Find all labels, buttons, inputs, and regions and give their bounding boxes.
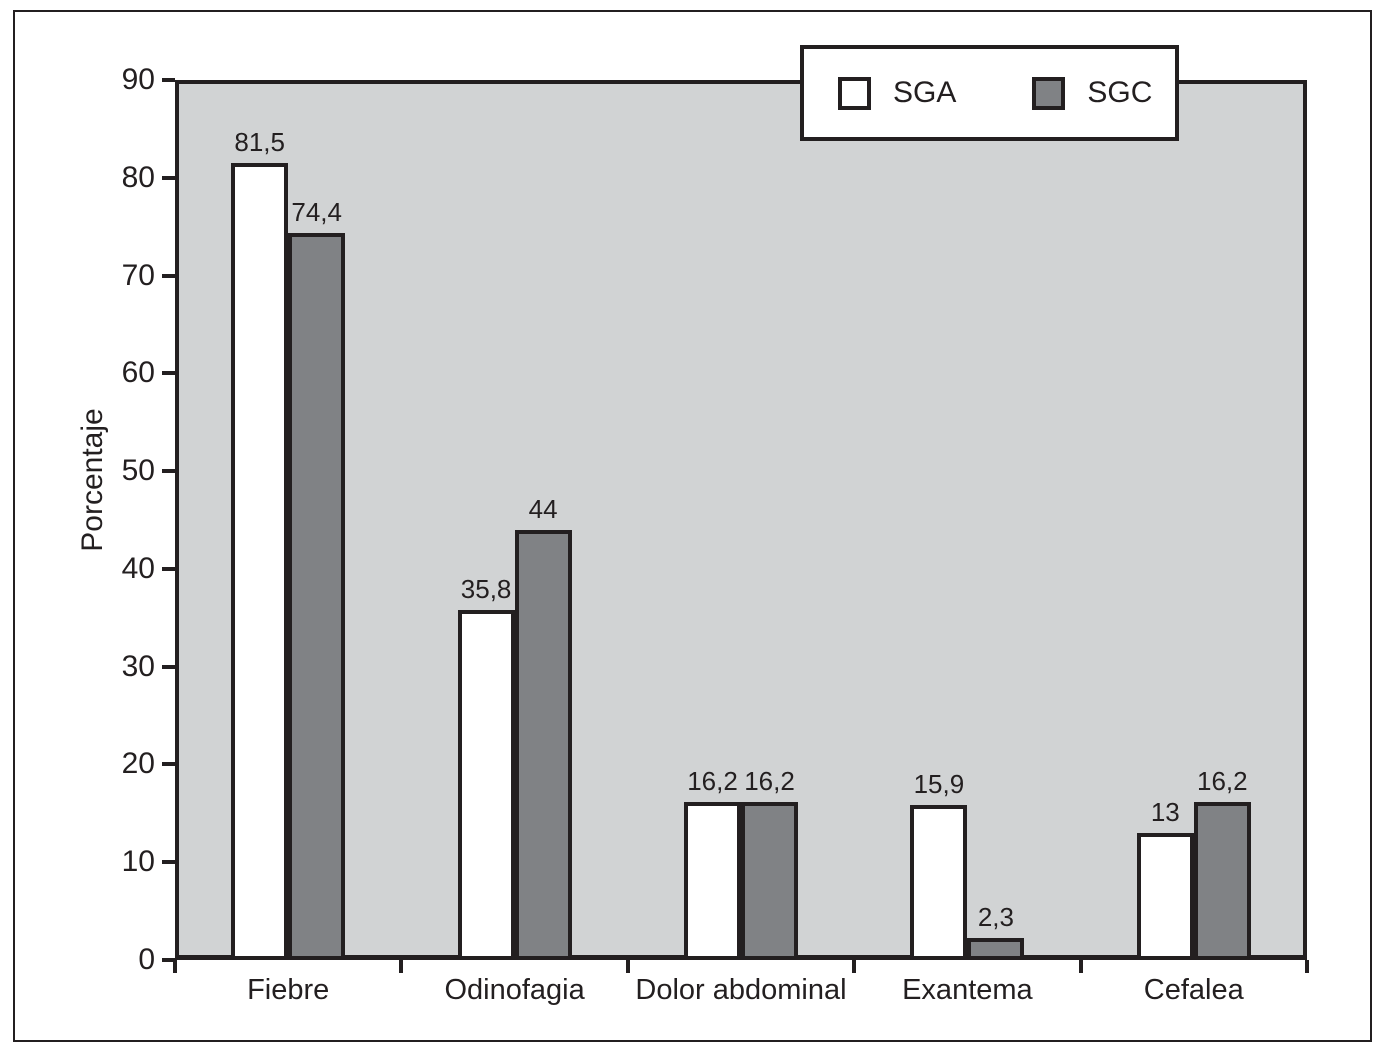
y-axis-tick <box>162 566 175 571</box>
y-axis-tick-label: 40 <box>121 551 155 585</box>
bar-sga-1 <box>457 609 515 960</box>
y-axis-tick <box>162 860 175 865</box>
x-axis-tick <box>1078 960 1083 973</box>
y-axis-tick <box>162 469 175 474</box>
x-axis-tick <box>399 960 404 973</box>
bar-sga-2 <box>684 801 741 960</box>
y-axis-tick <box>162 762 175 767</box>
y-axis-tick <box>162 273 175 278</box>
legend-item-sgc: SGC <box>1032 76 1152 110</box>
value-label-sga-1: 35,8 <box>460 573 512 604</box>
value-label-sgc-4: 16,2 <box>1196 765 1248 796</box>
y-axis-tick <box>162 371 175 376</box>
y-axis-tick-label: 80 <box>121 160 155 194</box>
x-category-label: Exantema <box>902 974 1033 1006</box>
y-axis-tick-label: 90 <box>121 63 155 96</box>
y-axis-tick-label: 10 <box>121 845 155 879</box>
y-axis-tick-label: 0 <box>138 943 155 976</box>
value-label-sga-2: 16,2 <box>687 765 738 796</box>
value-label-sgc-3: 2,3 <box>977 901 1014 932</box>
bar-sgc-4 <box>1193 801 1251 960</box>
value-label-sga-3: 15,9 <box>913 768 965 799</box>
legend-swatch-sga <box>838 76 871 110</box>
y-axis-tick-label: 30 <box>121 649 155 683</box>
x-axis-tick <box>173 960 177 973</box>
value-label-sgc-2: 16,2 <box>744 765 795 796</box>
bar-sga-4 <box>1136 832 1194 960</box>
value-label-sga-0: 81,5 <box>234 127 285 158</box>
bar-sgc-0 <box>288 232 346 960</box>
x-category-label: Fiebre <box>247 974 330 1006</box>
y-axis-tick <box>162 78 175 82</box>
y-axis-tick-label: 20 <box>121 747 155 781</box>
y-axis-tick-label: 60 <box>121 356 155 390</box>
x-category-label: Cefalea <box>1143 974 1244 1006</box>
legend-label-sgc: SGC <box>1087 76 1153 109</box>
x-axis-tick <box>852 960 857 973</box>
y-axis-tick <box>162 664 175 669</box>
y-axis-tick <box>162 175 175 180</box>
value-label-sgc-0: 74,4 <box>291 196 342 227</box>
legend-label-sga: SGA <box>893 76 957 109</box>
value-label-sga-4: 13 <box>1150 796 1180 827</box>
legend-swatch-sgc <box>1032 76 1066 110</box>
legend: SGA SGC <box>800 45 1179 141</box>
bar-sga-0 <box>231 163 289 960</box>
bar-sgc-3 <box>967 937 1025 960</box>
bar-sgc-1 <box>514 529 572 960</box>
x-category-label: Odinofagia <box>444 974 585 1006</box>
x-axis-tick <box>625 960 630 973</box>
y-axis-tick <box>162 958 175 962</box>
value-label-sgc-1: 44 <box>528 493 558 524</box>
bar-sga-3 <box>910 804 968 960</box>
legend-item-sga: SGA <box>838 76 956 110</box>
x-axis-tick <box>1305 960 1309 973</box>
bar-sgc-2 <box>741 801 798 960</box>
y-axis-tick-label: 70 <box>121 258 155 292</box>
x-category-label: Dolor abdominal <box>635 974 847 1006</box>
y-axis-tick-label: 50 <box>121 454 155 488</box>
